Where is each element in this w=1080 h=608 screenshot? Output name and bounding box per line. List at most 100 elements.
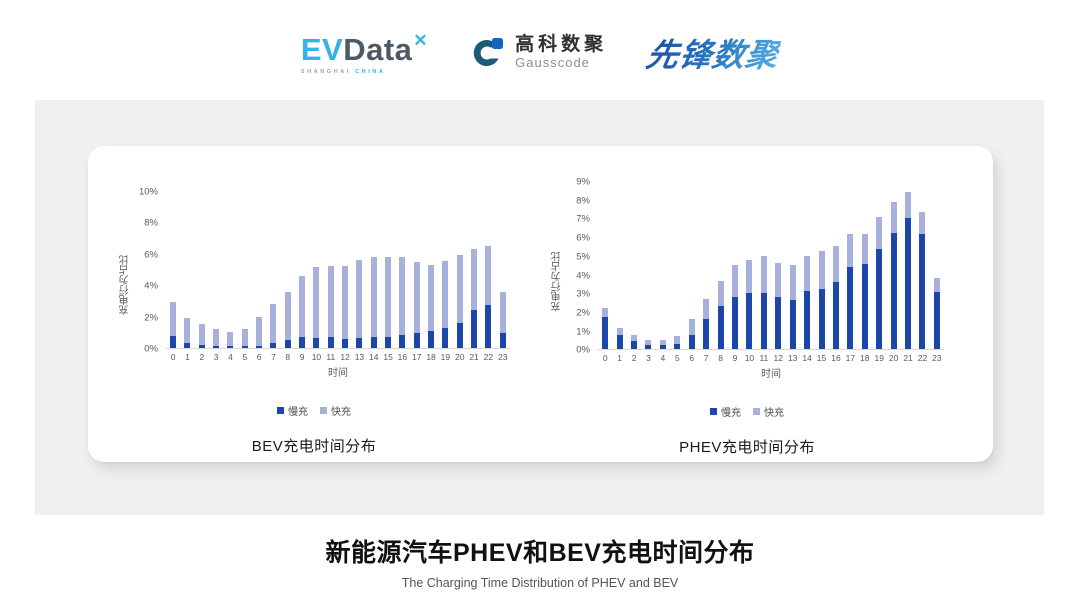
bar-hour-5 <box>238 192 252 348</box>
segment-慢充-hour-1 <box>616 335 623 350</box>
segment-慢充-hour-14 <box>370 337 377 348</box>
legend-item-快充: 快充 <box>753 404 784 419</box>
x-tick-4: 4 <box>228 352 233 362</box>
pioneer-data-logo: 先锋数聚 <box>643 30 783 76</box>
segment-慢充-hour-19 <box>876 249 883 350</box>
segment-慢充-hour-3 <box>213 346 220 348</box>
bar-hour-4 <box>656 182 670 350</box>
page-subtitle: The Charging Time Distribution of PHEV a… <box>401 576 679 590</box>
bar-hour-9 <box>728 182 742 350</box>
segment-快充-hour-12 <box>342 266 349 339</box>
segment-慢充-hour-5 <box>674 343 681 350</box>
bar-hour-8 <box>281 192 295 348</box>
segment-慢充-hour-6 <box>256 345 263 348</box>
segment-慢充-hour-4 <box>659 344 666 350</box>
bev-plot-area <box>166 192 510 349</box>
legend-swatch-快充 <box>753 408 760 416</box>
x-tick-9: 9 <box>732 353 738 364</box>
legend-item-慢充: 慢充 <box>277 403 308 418</box>
phev-x-axis-labels: 0 1 2 3 4 5 6 7 8 9 10 11 12 13 14 15 16 17 18 19 20 21 22 23 <box>598 353 944 363</box>
x-tick-2: 2 <box>199 352 205 362</box>
x-tick-3: 3 <box>213 352 219 362</box>
x-tick-14: 14 <box>802 353 812 364</box>
y-tick-3: 3% <box>576 288 590 300</box>
x-tick-1: 1 <box>185 352 190 362</box>
bar-hour-1 <box>180 192 194 348</box>
phev-chart-title: PHEV充电时间分布 <box>679 439 815 457</box>
phev-y-axis: 0% 1% 2% 3% 4% 5% 6% 7% 8% 9% <box>564 177 598 356</box>
gausscode-cn-text: 高科数聚 <box>515 34 608 56</box>
bev-x-axis-title: 时间 <box>328 368 348 379</box>
segment-慢充-hour-8 <box>284 340 291 348</box>
charts-card: 充电行为占比 0% 2% 4% 6% 8% 10% 0 1 2 3 4 5 6 7 8 9 10 11 12 13 1… <box>88 146 993 462</box>
x-tick-14: 14 <box>369 352 379 362</box>
segment-快充-hour-7 <box>270 304 277 343</box>
y-tick-8: 8% <box>144 217 158 229</box>
segment-慢充-hour-7 <box>270 342 277 348</box>
segment-慢充-hour-9 <box>299 337 306 348</box>
logo-header: EVData✕ SHANGHAI CHINA 高科数聚 Gausscode 先锋… <box>0 22 1080 84</box>
y-tick-2: 2% <box>144 312 158 324</box>
segment-快充-hour-19 <box>876 216 883 250</box>
x-tick-21: 21 <box>469 352 479 362</box>
x-tick-6: 6 <box>689 353 695 364</box>
legend-swatch-快充 <box>320 407 327 414</box>
segment-快充-hour-14 <box>370 256 377 338</box>
bar-hour-18 <box>858 182 872 350</box>
segment-慢充-hour-15 <box>818 288 825 350</box>
evdata-sub-china: CHINA <box>355 68 386 75</box>
segment-快充-hour-15 <box>385 256 392 338</box>
segment-慢充-hour-0 <box>602 316 609 350</box>
segment-慢充-hour-17 <box>847 267 854 350</box>
segment-快充-hour-22 <box>485 245 492 305</box>
x-tick-23: 23 <box>497 352 508 362</box>
segment-快充-hour-1 <box>616 327 623 336</box>
phev-chart: 充电行为占比 0% 1% 2% 3% 4% 5% 6% 7% 8% 9% 0 1 2 3 4 5 6 7 8 9 10… <box>550 177 944 457</box>
legend-label-慢充: 慢充 <box>288 407 308 418</box>
segment-慢充-hour-17 <box>413 333 420 348</box>
legend-swatch-慢充 <box>710 408 717 416</box>
evdata-sub-shanghai: SHANGHAI <box>300 68 351 75</box>
segment-快充-hour-13 <box>356 260 363 338</box>
x-tick-5: 5 <box>674 353 680 364</box>
segment-慢充-hour-22 <box>919 234 926 350</box>
y-tick-5: 5% <box>576 251 590 263</box>
segment-快充-hour-2 <box>631 335 638 341</box>
x-tick-13: 13 <box>354 352 365 362</box>
x-tick-15: 15 <box>383 352 393 362</box>
segment-慢充-hour-19 <box>442 327 449 348</box>
phev-x-axis-title: 时间 <box>761 369 781 381</box>
segment-慢充-hour-2 <box>198 344 205 348</box>
segment-快充-hour-6 <box>688 319 695 336</box>
bar-hour-13 <box>352 192 366 348</box>
bar-hour-18 <box>424 192 438 348</box>
segment-慢充-hour-14 <box>804 291 811 350</box>
segment-慢充-hour-20 <box>890 233 897 350</box>
segment-快充-hour-2 <box>198 324 205 345</box>
bar-hour-20 <box>453 192 467 348</box>
x-tick-10: 10 <box>311 352 322 362</box>
segment-慢充-hour-18 <box>861 264 868 350</box>
segment-慢充-hour-12 <box>775 296 782 350</box>
bar-hour-12 <box>771 182 785 350</box>
x-tick-18: 18 <box>426 352 436 362</box>
x-tick-1: 1 <box>617 353 622 364</box>
bar-hour-23 <box>496 192 510 348</box>
bar-hour-14 <box>367 192 381 348</box>
bar-hour-3 <box>209 192 223 348</box>
segment-快充-hour-23 <box>499 292 506 334</box>
x-tick-16: 16 <box>397 352 408 362</box>
gausscode-logo: 高科数聚 Gausscode <box>468 34 607 72</box>
evdata-ev-text: EV <box>300 31 344 67</box>
bar-hour-17 <box>410 192 424 348</box>
segment-快充-hour-22 <box>919 211 926 235</box>
y-tick-2: 2% <box>576 307 590 319</box>
bev-x-axis-labels: 0 1 2 3 4 5 6 7 8 9 10 11 12 13 14 15 16 17 18 19 20 21 22 23 <box>166 352 510 362</box>
gray-panel: 充电行为占比 0% 2% 4% 6% 8% 10% 0 1 2 3 4 5 6 7 8 9 10 11 12 13 1… <box>35 100 1044 515</box>
segment-快充-hour-14 <box>804 255 811 292</box>
y-tick-6: 6% <box>144 249 158 261</box>
segment-慢充-hour-6 <box>688 335 695 350</box>
segment-慢充-hour-5 <box>241 346 248 348</box>
bar-hour-10 <box>309 192 323 348</box>
gausscode-en-text: Gausscode <box>515 55 590 71</box>
